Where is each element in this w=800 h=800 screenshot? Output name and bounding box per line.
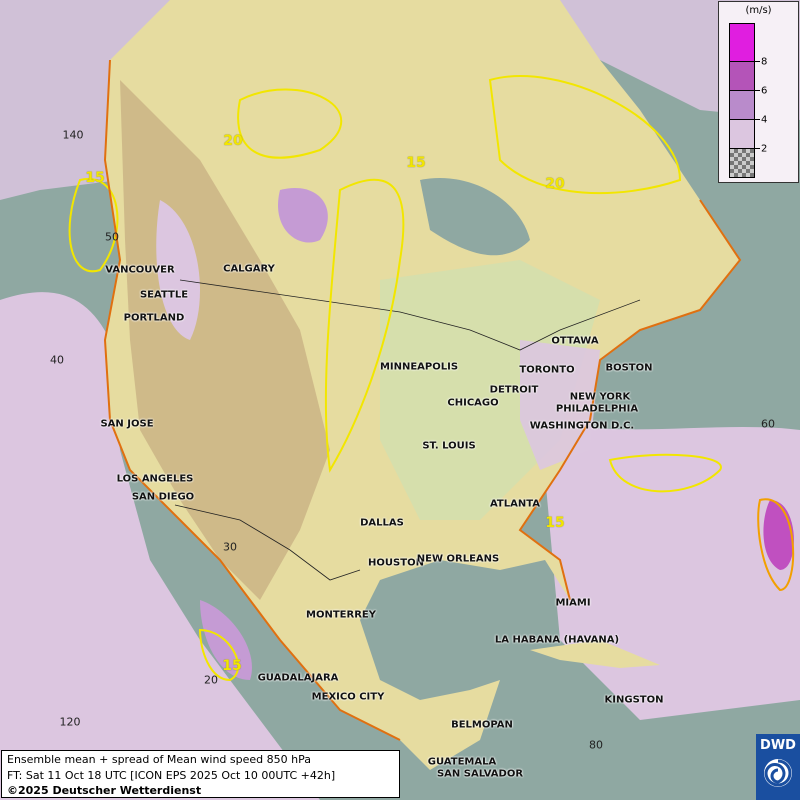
legend-unit: (m/s) — [745, 5, 772, 16]
border-us-canada — [179, 279, 641, 351]
legend-tick: 8 — [761, 56, 768, 68]
wind-contour-15 — [198, 628, 240, 682]
coastline — [518, 199, 742, 601]
city-label: CALGARY — [223, 263, 275, 275]
city-label: BELMOPAN — [451, 719, 513, 731]
contour-label: 15 — [85, 170, 105, 186]
city-label: PORTLAND — [123, 312, 185, 324]
city-label: SEATTLE — [139, 289, 189, 301]
wind-contour-15 — [68, 177, 119, 273]
forecast-time: FT: Sat 11 Oct 18 UTC [ICON EPS 2025 Oct… — [7, 768, 336, 782]
legend: (m/s) 8 6 4 2 — [718, 1, 799, 183]
city-label: DETROIT — [489, 384, 539, 396]
legend-swatch — [730, 120, 754, 149]
copyright: ©2025 Deutscher Wetterdienst — [7, 784, 202, 797]
contour-label: 15 — [222, 658, 242, 674]
legend-swatch — [730, 149, 754, 177]
legend-tick: 6 — [761, 85, 768, 97]
land-cuba — [530, 640, 660, 668]
city-label: PHILADELPHIA — [555, 403, 639, 415]
city-label: MEXICO CITY — [311, 691, 385, 703]
info-box: Ensemble mean + spread of Mean wind spee… — [1, 750, 400, 798]
contour-label: 20 — [223, 133, 243, 149]
coastline — [103, 59, 401, 741]
city-label: SAN JOSE — [100, 418, 154, 430]
wind-contour-15 — [324, 178, 405, 473]
logo-text: DWD — [760, 738, 796, 753]
city-label: NEW ORLEANS — [416, 553, 500, 565]
wind-contour-20 — [488, 75, 682, 195]
city-label: GUATEMALA — [427, 756, 497, 768]
city-label: MINNEAPOLIS — [379, 361, 459, 373]
legend-swatch — [730, 62, 754, 91]
city-label: DALLAS — [360, 517, 404, 529]
wind-contour-20 — [237, 88, 343, 159]
city-label: LOS ANGELES — [116, 473, 194, 485]
legend-colorbar — [729, 23, 755, 178]
city-label: HOUSTON — [368, 557, 424, 569]
grid-label: 60 — [761, 417, 775, 431]
spread-area — [156, 200, 200, 340]
dwd-logo: DWD — [756, 734, 800, 800]
wind-contour-20 — [757, 498, 795, 592]
spiral-icon — [764, 759, 792, 787]
city-label: KINGSTON — [604, 694, 664, 706]
grid-label: 140 — [62, 128, 84, 142]
hudson-bay — [420, 178, 530, 256]
grid-label: 80 — [589, 738, 603, 752]
city-label: NEW YORK — [569, 391, 631, 403]
spread-area — [0, 292, 320, 800]
city-label: WASHINGTON D.C. — [529, 420, 635, 432]
contour-label: 15 — [406, 155, 426, 171]
wind-contour-15 — [608, 453, 722, 493]
city-label: LA HABANA (HAVANA) — [494, 634, 620, 646]
grid-label: 50 — [105, 230, 119, 244]
contour-label: 20 — [545, 176, 565, 192]
legend-swatch — [730, 91, 754, 120]
city-label: SAN SALVADOR — [436, 768, 524, 780]
city-label: OTTAWA — [551, 335, 599, 347]
city-label: BOSTON — [605, 362, 653, 374]
map-title: Ensemble mean + spread of Mean wind spee… — [7, 753, 311, 766]
city-label: SAN DIEGO — [131, 491, 195, 503]
legend-swatch — [730, 24, 754, 62]
city-label: ATLANTA — [489, 498, 541, 510]
grid-label: 120 — [59, 715, 81, 729]
legend-tick: 4 — [761, 114, 768, 126]
city-label: ST. LOUIS — [422, 440, 476, 452]
city-label: TORONTO — [519, 364, 575, 376]
city-label: CHICAGO — [447, 397, 499, 409]
contour-label: 15 — [545, 515, 565, 531]
spread-area — [278, 188, 328, 243]
grid-label: 20 — [204, 673, 218, 687]
city-label: MONTERREY — [306, 609, 376, 621]
city-label: MIAMI — [555, 597, 591, 609]
city-label: VANCOUVER — [105, 264, 175, 276]
grid-label: 40 — [50, 353, 64, 367]
grid-label: 30 — [223, 540, 237, 554]
city-label: GUADALAJARA — [257, 672, 339, 684]
legend-tick: 2 — [761, 143, 768, 155]
border-us-mexico — [174, 504, 361, 581]
